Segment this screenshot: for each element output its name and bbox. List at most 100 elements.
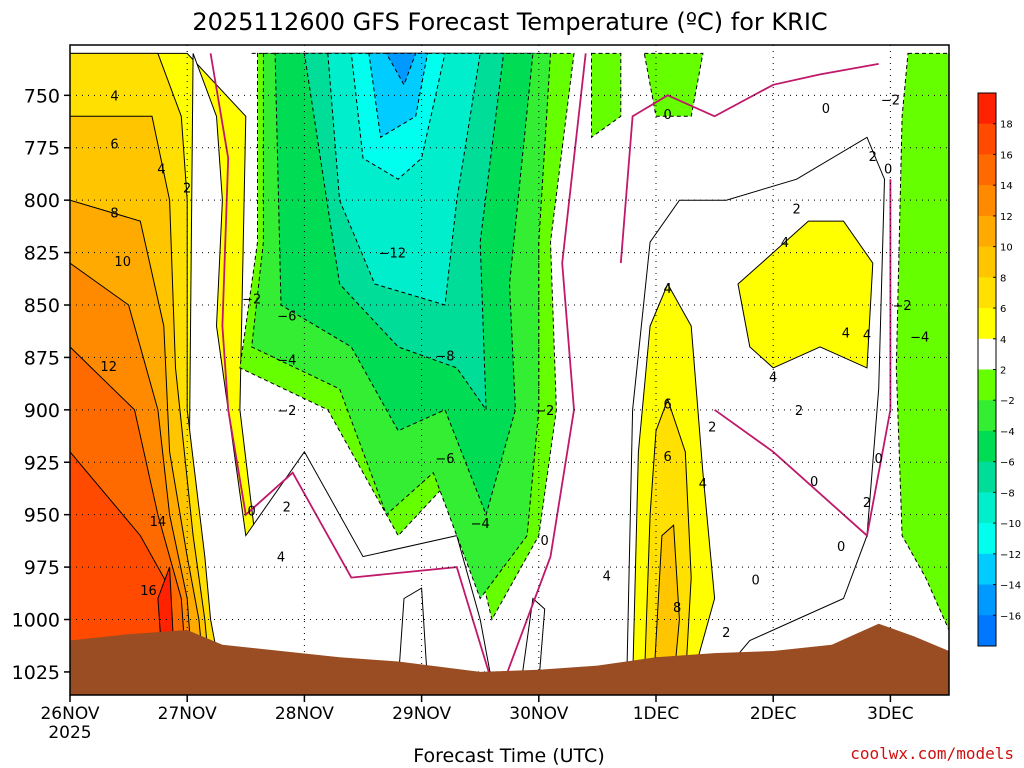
contour-label-41: 4: [842, 326, 850, 341]
temp-region-minus2-5: [895, 52, 949, 631]
terrain-layer: [70, 623, 949, 695]
temperature-fill-layer: [70, 52, 949, 683]
y-tick-label-925: 925: [24, 452, 60, 474]
colorbar-label-16: −16: [1000, 611, 1021, 622]
contour-label-15: 4: [277, 551, 285, 566]
colorbar-swatch-17: [978, 615, 996, 647]
colorbar-label-4: 10: [1000, 243, 1013, 254]
contour-label-43: 2: [795, 404, 803, 419]
terrain-surface: [70, 623, 949, 695]
colorbar-label-7: 4: [1000, 335, 1006, 346]
contour-label-39: −4: [910, 331, 929, 346]
colorbar-swatch-11: [978, 430, 996, 463]
colorbar-swatch-3: [978, 185, 996, 217]
colorbar-swatch-16: [978, 584, 996, 616]
contour-label-38: −2: [893, 299, 912, 314]
contour-label-17: −8: [435, 349, 454, 364]
chart-title: 2025112600 GFS Forecast Temperature (ºC)…: [192, 8, 827, 36]
temp-region-minus14-11: [368, 52, 429, 139]
x-tick-label-3DEC: 3DEC: [867, 704, 914, 724]
temp-region-minus2-3: [591, 52, 622, 139]
colorbar-label-6: 6: [1000, 304, 1006, 315]
contour-label-19: −4: [471, 517, 490, 532]
colorbar-label-10: −4: [1000, 427, 1015, 438]
contour-label-7: 4: [157, 163, 165, 178]
contour-label-11: −4: [277, 354, 296, 369]
colorbar-swatch-6: [978, 277, 996, 309]
x-tick-label-30NOV: 30NOV: [509, 704, 568, 724]
contour-label-18: −6: [435, 452, 454, 467]
colorbar-swatch-2: [978, 154, 996, 186]
colorbar-swatch-9: [978, 369, 996, 401]
contour-label-21: 0: [541, 534, 549, 549]
y-tick-label-775: 775: [24, 138, 60, 160]
contour-label-4: 12: [100, 360, 117, 375]
contour-label-1: 6: [110, 138, 118, 153]
grid-layer: [70, 45, 949, 695]
contour-label-6: 16: [140, 584, 157, 599]
contour-label-35: −2: [881, 94, 900, 109]
temp-region-minus16-12: [385, 52, 417, 86]
contour-label-32: 0: [664, 108, 672, 123]
colorbar-swatch-15: [978, 553, 996, 586]
contour-label-24: 6: [664, 450, 672, 465]
contour-label-45: 0: [810, 475, 818, 490]
colorbar-swatch-12: [978, 461, 996, 493]
zero-isotherm-line-3: [714, 179, 892, 538]
contour-label-34: 0: [822, 102, 830, 117]
contour-label-16: −12: [379, 247, 406, 262]
contour-label-14: 2: [283, 500, 291, 515]
contour-label-30: 0: [751, 574, 759, 589]
contour-label-10: −6: [277, 310, 296, 325]
contour-label-20: −2: [535, 404, 554, 419]
contour-label-31: 2: [792, 203, 800, 218]
colorbar-label-5: 8: [1000, 273, 1006, 284]
colorbar-swatch-0: [978, 93, 996, 125]
colorbar-swatch-14: [978, 523, 996, 555]
y-tick-label-1025: 1025: [12, 662, 60, 684]
contour-label-8: 2: [183, 182, 191, 197]
contour-label-40: 4: [863, 328, 871, 343]
contour-label-23: 6: [664, 398, 672, 413]
contour-label-13: 0: [248, 505, 256, 520]
colorbar-swatch-7: [978, 308, 996, 340]
colorbar-swatch-1: [978, 123, 996, 155]
colorbar-swatch-5: [978, 246, 996, 278]
colorbar-label-0: 18: [1000, 120, 1013, 131]
colorbar-label-14: −12: [1000, 550, 1021, 561]
zero-isotherm-line-2: [619, 63, 879, 264]
colorbar-label-9: −2: [1000, 396, 1015, 407]
colorbar-swatch-13: [978, 492, 996, 524]
contour-label-22: 4: [664, 282, 672, 297]
contour-label-42: 4: [769, 370, 777, 385]
contour-label-25: 4: [603, 570, 611, 585]
x-tick-label-29NOV: 29NOV: [392, 704, 451, 724]
contour-label-37: 0: [884, 163, 892, 178]
y-tick-label-825: 825: [24, 243, 60, 265]
colorbar-label-15: −14: [1000, 581, 1021, 592]
temp-region-4-15: [737, 220, 874, 369]
contour-label-0: 4: [110, 89, 118, 104]
x-tick-label-28NOV: 28NOV: [275, 704, 334, 724]
contour-label-27: 4: [699, 477, 707, 492]
contour-label-29: 2: [722, 626, 730, 641]
contour-label-44: 0: [875, 452, 883, 467]
colorbar-swatch-10: [978, 400, 996, 432]
zero-isotherm-line-0: [209, 53, 493, 683]
contour-label-26: 8: [673, 601, 681, 616]
colorbar-label-13: −10: [1000, 519, 1021, 530]
credit-link[interactable]: coolwx.com/models: [850, 744, 1014, 763]
colorbar-label-8: 2: [1000, 366, 1006, 377]
x-tick-label-26NOV: 26NOV: [40, 704, 99, 724]
colorbar-label-2: 14: [1000, 181, 1013, 192]
x-tick-sublabel-year: 2025: [48, 723, 91, 743]
colorbar: 18 16 14 12 10 8 6 4 2 −2 −4 −6 −8 −10 −12 −14 −16: [977, 92, 1021, 647]
contour-label-2: 8: [110, 207, 118, 222]
contour-label-5: 14: [150, 515, 167, 530]
colorbar-swatch-4: [978, 215, 996, 248]
colorbar-label-1: 16: [1000, 150, 1013, 161]
y-tick-label-975: 975: [24, 557, 60, 579]
y-tick-label-900: 900: [24, 400, 60, 422]
